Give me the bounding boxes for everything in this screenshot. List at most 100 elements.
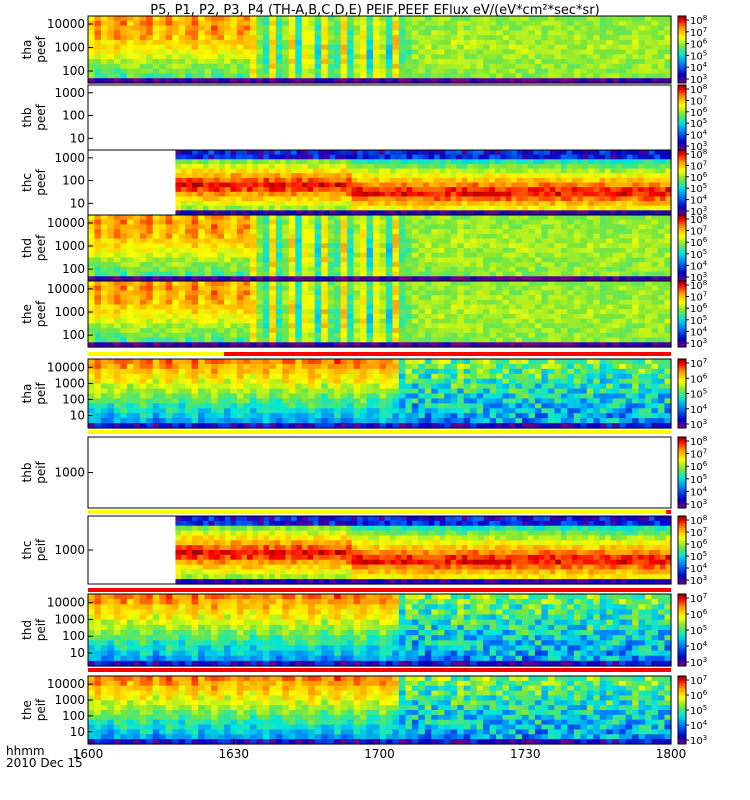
spectrogram-cell (185, 78, 193, 84)
spectrogram-cell (224, 30, 232, 36)
spectrogram-cell (516, 150, 523, 156)
spectrogram-cell (308, 332, 316, 339)
spectrogram-cell (256, 304, 264, 310)
spectrogram-cell (645, 78, 653, 84)
spectrogram-cell (308, 323, 316, 329)
spectrogram-cell (385, 224, 394, 230)
spectrogram-cell (172, 16, 180, 22)
spectrogram-cell (327, 229, 335, 235)
spectrogram-cell (198, 328, 206, 334)
spectrogram-cell (159, 285, 167, 292)
colorbar-segment (678, 192, 686, 195)
spectrogram-cell (230, 150, 237, 156)
spectrogram-cell (522, 299, 530, 306)
spectrogram-cell (213, 173, 221, 179)
spectrogram-cell (632, 154, 639, 160)
spectrogram-cell (113, 323, 121, 329)
spectrogram-cell (434, 173, 441, 179)
spectrogram-cell (522, 290, 530, 296)
spectrogram-cell (554, 248, 562, 254)
spectrogram-cell (496, 290, 504, 296)
spectrogram-cell (573, 44, 581, 51)
spectrogram-cell (437, 309, 445, 315)
spectrogram-cell (334, 299, 342, 306)
spectrogram-cell (423, 177, 430, 184)
spectrogram-cell (401, 173, 408, 179)
spectrogram-cell (185, 44, 193, 51)
spectrogram-cell (658, 271, 666, 277)
spectrogram-cell (450, 238, 458, 244)
spectrogram-cell (625, 262, 633, 268)
spectrogram-cell (527, 201, 534, 207)
spectrogram-cell (107, 219, 115, 226)
spectrogram-cell (567, 49, 575, 55)
spectrogram-cell (197, 196, 204, 202)
spectrogram-cell (120, 39, 128, 46)
spectrogram-cell (329, 168, 336, 174)
spectrogram-cell (275, 30, 283, 36)
spectrogram-cell (262, 332, 270, 339)
spectrogram-cell (152, 257, 160, 263)
spectrogram-cell (197, 173, 204, 179)
spectrogram-cell (567, 257, 575, 263)
panel-probe-label: thb (20, 108, 34, 128)
spectrogram-cell (621, 201, 628, 207)
spectrogram-cell (146, 233, 154, 240)
spectrogram-cell (178, 30, 186, 36)
spectrogram-cell (384, 150, 391, 156)
spectrogram-cell (139, 323, 147, 329)
spectrogram-cell (288, 39, 296, 46)
spectrogram-cell (593, 63, 601, 70)
spectrogram-cell (324, 196, 331, 202)
spectrogram-cell (285, 187, 292, 193)
spectrogram-cell (314, 20, 322, 27)
spectrogram-cell (165, 49, 173, 55)
spectrogram-cell (450, 276, 458, 282)
spectrogram-cell (107, 20, 115, 27)
spectrogram-cell (219, 173, 226, 179)
spectrogram-cell (483, 271, 491, 277)
spectrogram-cell (243, 248, 251, 254)
spectrogram-cell (496, 304, 504, 310)
spectrogram-cell (353, 271, 361, 277)
spectrogram-cell (340, 295, 348, 301)
spectrogram-cell (88, 257, 96, 263)
spectrogram-cell (384, 191, 391, 198)
spectrogram-cell (632, 173, 639, 179)
spectrogram-cell (567, 30, 575, 36)
spectrogram-cell (467, 210, 474, 216)
colorbar-segment (678, 146, 686, 149)
spectrogram-cell (295, 328, 303, 334)
spectrogram-cell (94, 266, 102, 273)
spectrogram-cell (133, 304, 141, 310)
spectrogram-cell (401, 201, 408, 207)
spectrogram-cell (654, 159, 661, 165)
spectrogram-cell (643, 196, 650, 202)
spectrogram-cell (327, 332, 335, 339)
spectrogram-cell (353, 318, 361, 325)
spectrogram-cell (191, 285, 199, 292)
spectrogram-cell (198, 25, 206, 31)
spectrogram-cell (256, 248, 264, 254)
spectrogram-cell (450, 281, 458, 287)
colorbar-segment (678, 241, 686, 244)
spectrogram-cell (528, 290, 536, 296)
panel-probe-label: thd (20, 238, 34, 258)
spectrogram-cell (580, 229, 588, 235)
spectrogram-cell (384, 173, 391, 179)
spectrogram-cell (288, 233, 296, 240)
spectrogram-cell (366, 243, 374, 249)
spectrogram-cell (533, 168, 540, 174)
spectrogram-cell (509, 243, 517, 249)
spectrogram-cell (295, 318, 303, 325)
spectrogram-cell (632, 201, 639, 207)
spectrogram-cell (178, 290, 186, 296)
spectrogram-cell (373, 196, 380, 202)
spectrogram-cell (509, 266, 517, 273)
spectrogram-cell (146, 290, 154, 296)
spectrogram-cell (347, 238, 355, 244)
spectrogram-cell (107, 54, 115, 60)
spectrogram-cell (385, 54, 394, 60)
spectrogram-cell (249, 257, 258, 263)
